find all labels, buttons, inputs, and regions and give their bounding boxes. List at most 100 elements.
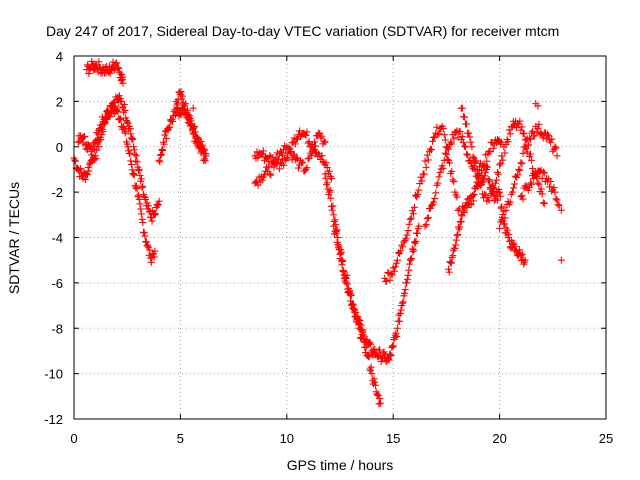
data-point-arc-n [509, 184, 517, 192]
data-point-arc-h [392, 329, 400, 337]
data-point-arc-l [460, 208, 468, 216]
data-point-arc-m [489, 184, 497, 192]
data-point-arc-k [486, 148, 494, 156]
data-point-arc-k [489, 144, 497, 152]
data-point-arc-n [525, 134, 533, 142]
data-point-arc-j [446, 159, 454, 167]
data-point-arc-o [555, 202, 563, 210]
data-point-arc-a [84, 163, 92, 171]
x-tick-label: 15 [386, 431, 400, 446]
data-point-arc-j [421, 157, 429, 165]
data-point-arc-j [406, 215, 414, 223]
data-point-arc-k [447, 138, 455, 146]
data-point-arc-o [546, 183, 554, 191]
data-point-arc-n [515, 165, 523, 173]
data-point-arc-h [395, 311, 403, 319]
data-point-arc-f [270, 163, 278, 171]
data-point-arc-g [274, 155, 282, 163]
data-point-arc-b [151, 211, 159, 219]
data-point-arc-i [360, 333, 368, 341]
data-point-arc-h [404, 271, 412, 279]
data-point-arc-n [553, 152, 561, 160]
data-point-arc-b [74, 138, 82, 146]
data-point-arc-k [470, 162, 478, 170]
data-point-arc-k [458, 133, 466, 141]
data-point-arc-h [396, 317, 404, 325]
data-point-arc-j [415, 186, 423, 194]
data-point-arc-e [181, 100, 189, 108]
data-point-arc-j [405, 220, 413, 228]
data-point-arc-h [389, 342, 397, 350]
data-point-arc-h [393, 332, 401, 340]
data-point-arc-n [543, 130, 551, 138]
data-point-arc-j [424, 156, 432, 164]
data-point-arc-k [495, 137, 503, 145]
data-point-arc-n [548, 135, 556, 143]
data-point-arc-l [503, 226, 511, 234]
data-point-arc-f [253, 177, 261, 185]
data-point-arc-a [137, 205, 145, 213]
data-point-arc-l [467, 201, 475, 209]
data-point-arc-h [401, 286, 409, 294]
data-point-arc-g [279, 151, 287, 159]
data-point-arc-j [433, 123, 441, 131]
data-point-arc-k [422, 221, 430, 229]
y-tick-label: 4 [56, 49, 63, 64]
data-point-arc-h [322, 174, 330, 182]
data-point-arc-d [159, 147, 167, 155]
data-point-arc-i [334, 240, 342, 248]
data-point-arc-b [135, 165, 143, 173]
data-point-arc-l [469, 197, 477, 205]
data-point-arc-m [539, 199, 547, 207]
data-point-arc-m [538, 190, 546, 198]
data-point-arc-d [155, 156, 163, 164]
data-point-arc-h [410, 246, 418, 254]
data-point-arc-i [364, 351, 372, 359]
chart-title: Day 247 of 2017, Sidereal Day-to-day VTE… [46, 23, 559, 39]
data-point-arc-b [133, 158, 141, 166]
data-point-arc-f [267, 171, 275, 179]
data-point-arc-n [552, 144, 560, 152]
data-point-arc-o [540, 169, 548, 177]
data-point-arc-k [428, 202, 436, 210]
data-point-arc-a [141, 232, 149, 240]
data-point-arc-k [462, 143, 470, 151]
data-point-arc-n [534, 125, 542, 133]
data-point-arc-m [468, 143, 476, 151]
data-point-arc-i [371, 381, 379, 389]
data-point-arc-k [440, 156, 448, 164]
data-point-arc-c [95, 58, 103, 66]
data-point-arc-c [119, 79, 127, 87]
data-point-arc-f [323, 163, 331, 171]
data-point-arc-h [334, 234, 342, 241]
data-point-arc-i [346, 290, 354, 298]
data-point-arc-i [337, 257, 345, 265]
data-point-arc-k [423, 214, 431, 222]
data-point-arc-e [188, 126, 196, 134]
data-point-arc-b [92, 155, 100, 163]
data-point-arc-b [111, 102, 119, 110]
data-point-arc-g [320, 137, 328, 145]
data-point-arc-n [539, 134, 547, 142]
data-point-arc-b [105, 110, 113, 118]
data-point-arc-i [345, 285, 353, 293]
data-point-arc-m [466, 133, 474, 141]
data-point-arc-i [362, 343, 370, 351]
data-point-arc-m [513, 124, 521, 132]
data-point-arc-i [376, 399, 384, 407]
data-point-arc-g [310, 138, 318, 146]
data-point-arc-b [152, 210, 160, 218]
data-point-arc-k [442, 150, 450, 158]
data-point-arc-d [158, 146, 166, 154]
plot-frame [73, 55, 607, 420]
data-point-arc-o [552, 195, 560, 203]
data-point-arc-j [434, 131, 442, 139]
data-point-arc-l [448, 253, 456, 261]
data-point-arc-n [531, 132, 539, 140]
data-point-arc-g [265, 158, 273, 166]
data-point-arc-e [179, 92, 187, 100]
data-point-arc-h [330, 218, 338, 226]
data-point-arc-e [196, 143, 204, 151]
data-point-arc-g [295, 164, 303, 172]
